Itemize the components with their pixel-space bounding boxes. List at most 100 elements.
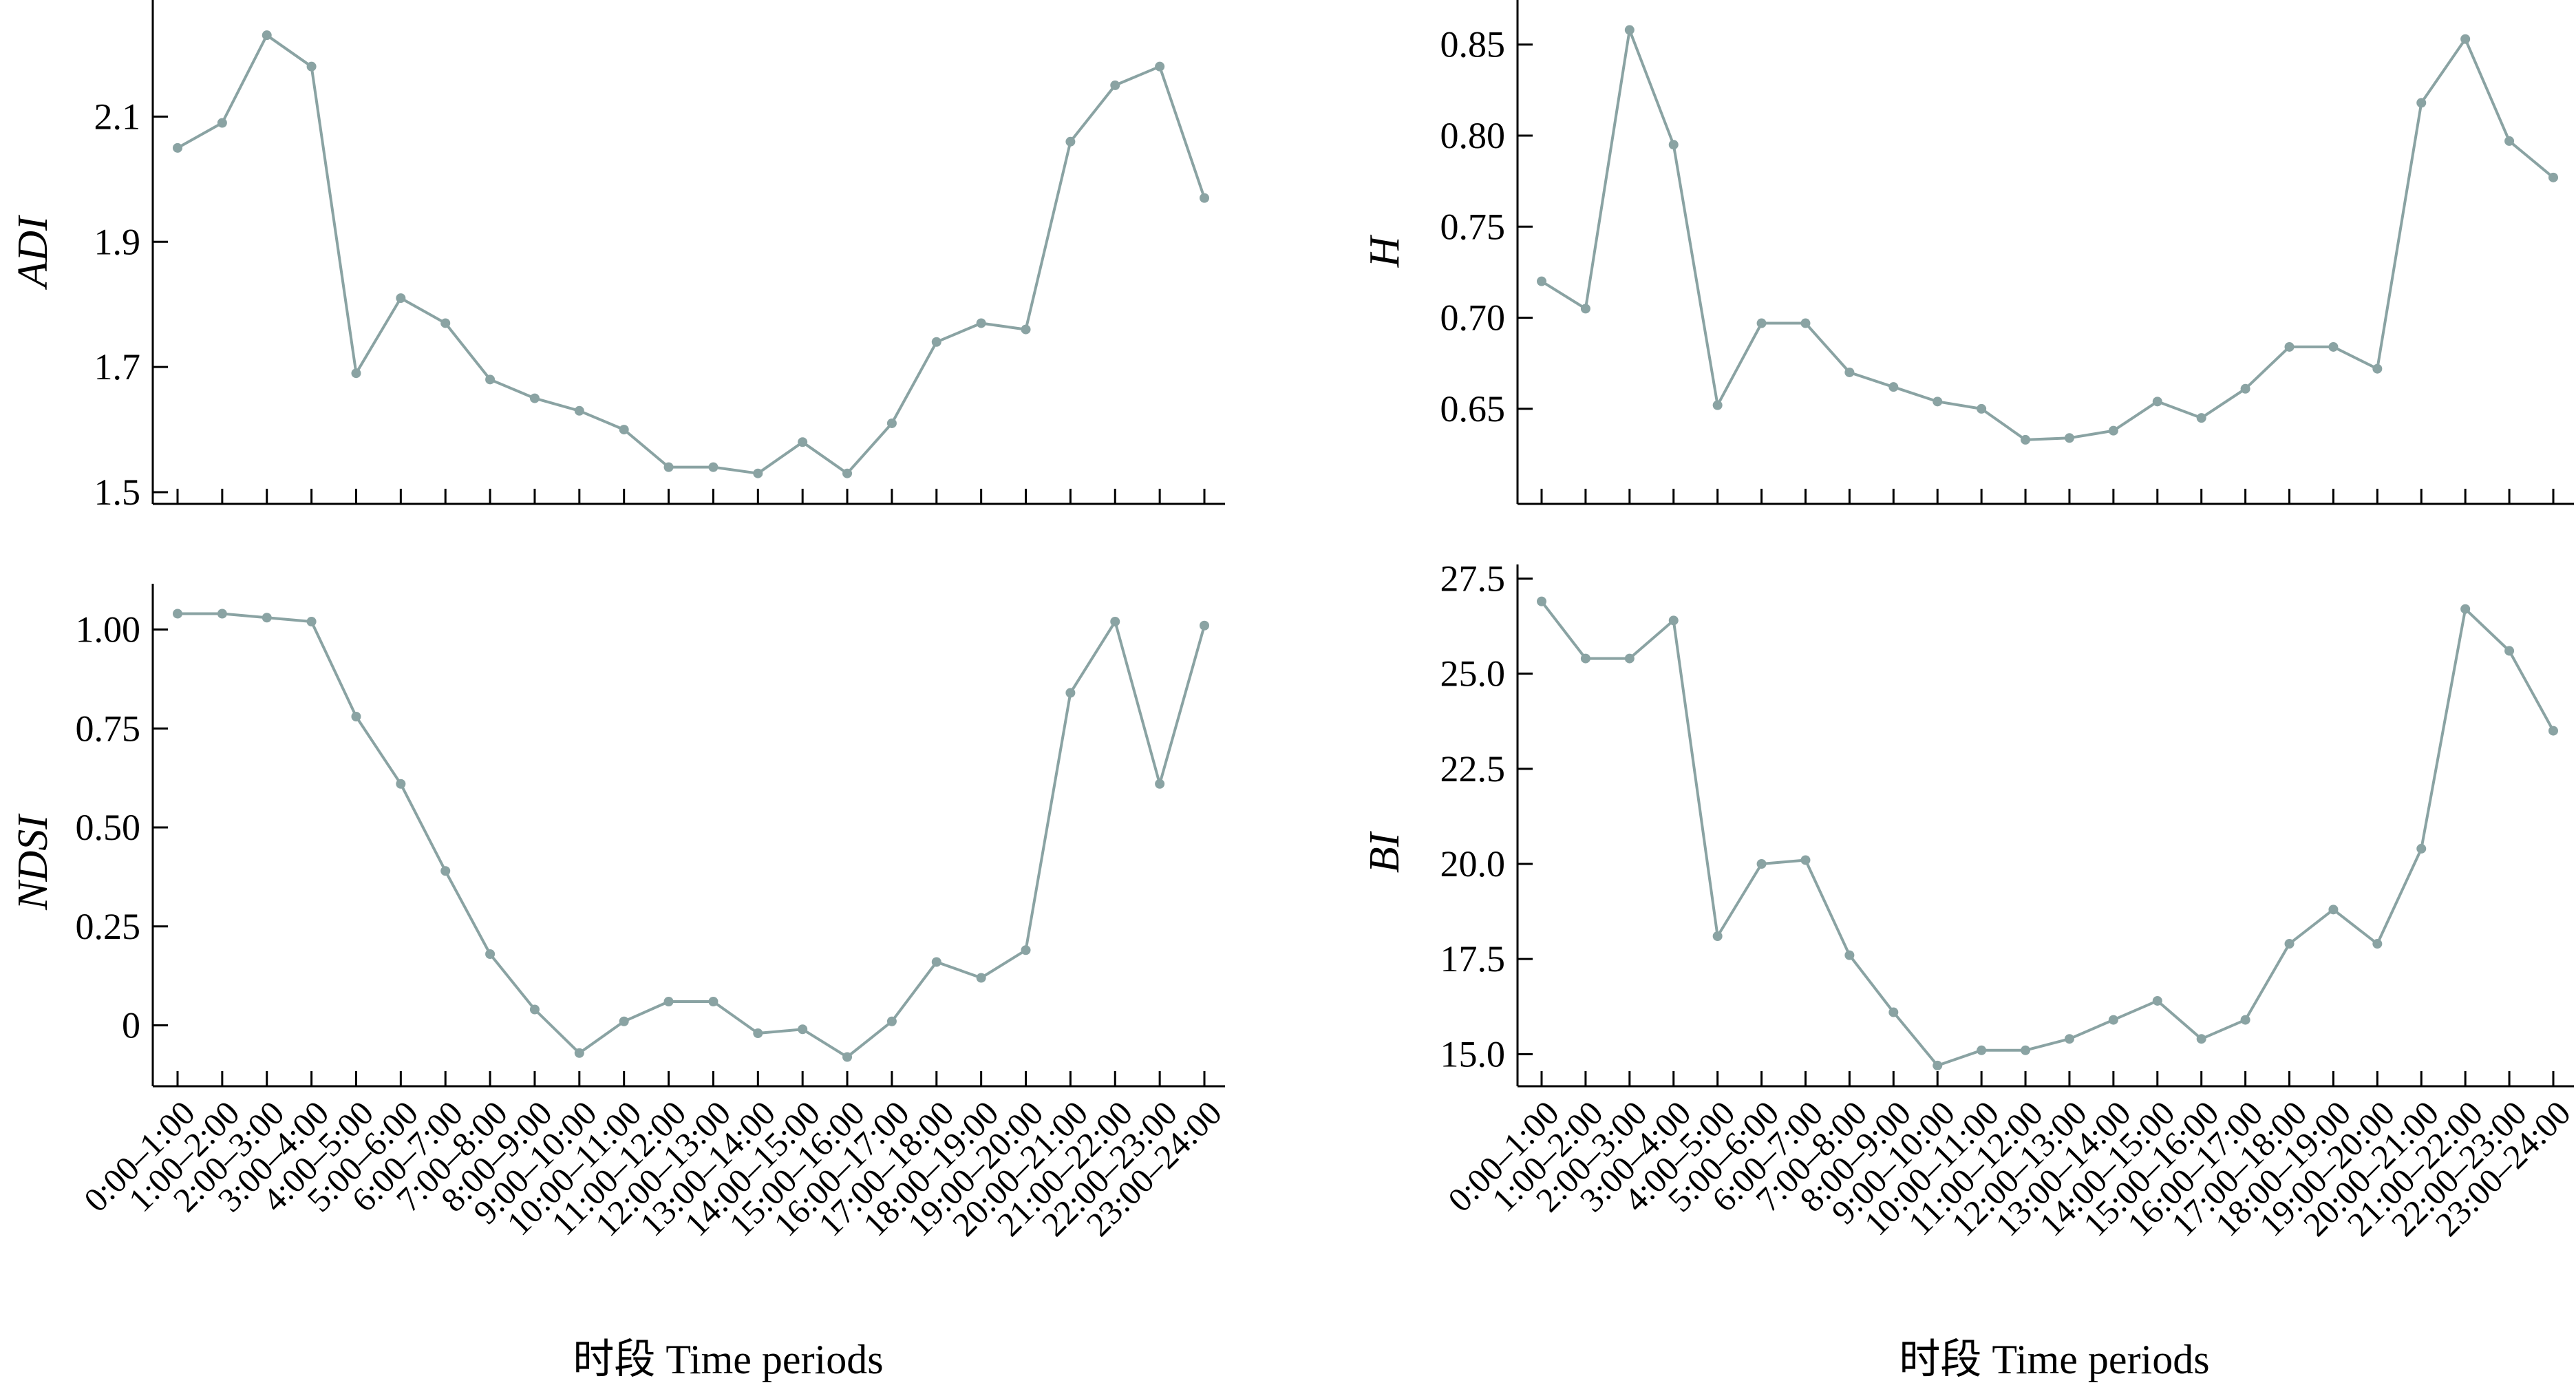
series-line <box>177 34 1206 475</box>
data-point <box>485 374 496 385</box>
data-point <box>1021 945 1031 955</box>
data-point <box>1537 276 1546 286</box>
data-point <box>1756 318 1767 328</box>
y-tick-label: 0.65 <box>1440 388 1506 430</box>
y-tick-label: 0.50 <box>76 807 141 848</box>
data-point <box>1110 617 1120 626</box>
y-tick-label: 15.0 <box>1440 1033 1506 1075</box>
data-point <box>1580 304 1590 314</box>
series-line <box>178 612 1206 1059</box>
data-point <box>173 142 182 153</box>
data-point <box>708 997 718 1006</box>
data-point <box>1021 324 1031 335</box>
data-point <box>1800 855 1811 865</box>
y-axis-title: ADI <box>10 214 56 290</box>
data-point <box>798 437 808 447</box>
data-point <box>1065 688 1076 698</box>
data-point <box>2064 1034 2074 1044</box>
data-point <box>2152 995 2162 1006</box>
data-point <box>1977 1045 1987 1055</box>
data-point <box>2152 397 2162 407</box>
y-tick-label: 1.9 <box>94 221 141 262</box>
data-point <box>2108 425 2118 436</box>
data-point <box>886 1016 897 1026</box>
data-point <box>217 118 227 128</box>
y-tick-label: 1.5 <box>94 472 141 513</box>
data-point <box>1537 596 1546 606</box>
data-point <box>1200 620 1209 631</box>
series-line <box>1540 28 2555 441</box>
data-point <box>931 337 941 347</box>
data-point <box>798 1024 808 1035</box>
data-point <box>753 468 763 478</box>
data-point <box>2284 939 2295 949</box>
data-point <box>574 1048 584 1058</box>
data-point <box>2504 646 2515 656</box>
data-point <box>1756 859 1767 869</box>
data-point <box>2460 604 2471 614</box>
data-point <box>1580 653 1590 664</box>
data-point <box>440 866 451 876</box>
data-point <box>842 1052 853 1062</box>
data-point <box>2504 136 2515 146</box>
data-point <box>2328 905 2339 915</box>
series-line <box>1540 600 2555 1067</box>
data-point <box>2064 433 2074 443</box>
y-tick-label: 0.70 <box>1440 297 1506 339</box>
data-point <box>2021 434 2031 445</box>
data-point <box>663 997 674 1006</box>
data-point <box>2021 1045 2031 1055</box>
y-axis-title: BI <box>1361 830 1408 873</box>
y-tick-label: 25.0 <box>1440 653 1506 695</box>
data-point <box>1200 193 1209 203</box>
data-point <box>1065 136 1076 147</box>
data-point <box>2240 1015 2250 1025</box>
data-point <box>1155 779 1165 789</box>
data-point <box>529 393 540 403</box>
y-tick-label: 17.5 <box>1440 938 1506 980</box>
data-point <box>1110 80 1120 90</box>
data-point <box>351 712 361 721</box>
h-panel: 0.65 0.70 0.75 0.80 0.85 H <box>1361 0 2574 505</box>
data-point <box>1712 400 1723 410</box>
data-point <box>753 1028 763 1038</box>
data-point <box>1712 931 1723 941</box>
data-point <box>217 609 227 619</box>
x-axis-title-left: 时段 Time periods <box>573 1337 883 1382</box>
data-point <box>2284 341 2295 352</box>
data-point <box>173 609 182 619</box>
data-point <box>1668 615 1679 626</box>
y-tick-label: 1.7 <box>94 346 141 388</box>
data-point <box>1155 61 1165 72</box>
data-point <box>1668 140 1679 150</box>
y-tick-label: 2.1 <box>94 96 141 137</box>
data-point <box>440 318 451 328</box>
data-point <box>1933 397 1943 407</box>
adi-panel: 1.5 1.7 1.9 2.1 ADI <box>10 0 1225 513</box>
data-point <box>1888 1007 1899 1017</box>
y-tick-label: 20.0 <box>1440 843 1506 885</box>
data-point <box>1624 25 1635 35</box>
data-point <box>2372 939 2383 949</box>
data-point <box>574 405 584 416</box>
ndsi-panel: 00.250.500.751.00NDSI0:00–1:001:00–2:002… <box>10 584 1229 1244</box>
data-point <box>2416 843 2427 854</box>
data-point <box>485 949 496 959</box>
data-point <box>2372 363 2383 374</box>
data-point <box>2328 341 2339 352</box>
y-tick-label: 27.5 <box>1440 558 1506 600</box>
y-axis-title: NDSI <box>10 813 56 911</box>
y-tick-label: 22.5 <box>1440 748 1506 790</box>
data-point <box>2548 172 2558 182</box>
data-point <box>976 318 986 328</box>
data-point <box>663 462 674 472</box>
data-point <box>2196 1034 2206 1044</box>
data-point <box>2460 34 2471 44</box>
data-point <box>931 957 941 967</box>
data-point <box>842 468 853 478</box>
y-tick-label: 0.25 <box>76 906 141 947</box>
y-tick-label: 1.00 <box>76 609 141 651</box>
data-point <box>1624 653 1635 664</box>
bi-panel: 15.017.520.022.525.027.5BI0:00–1:001:00–… <box>1361 558 2576 1244</box>
